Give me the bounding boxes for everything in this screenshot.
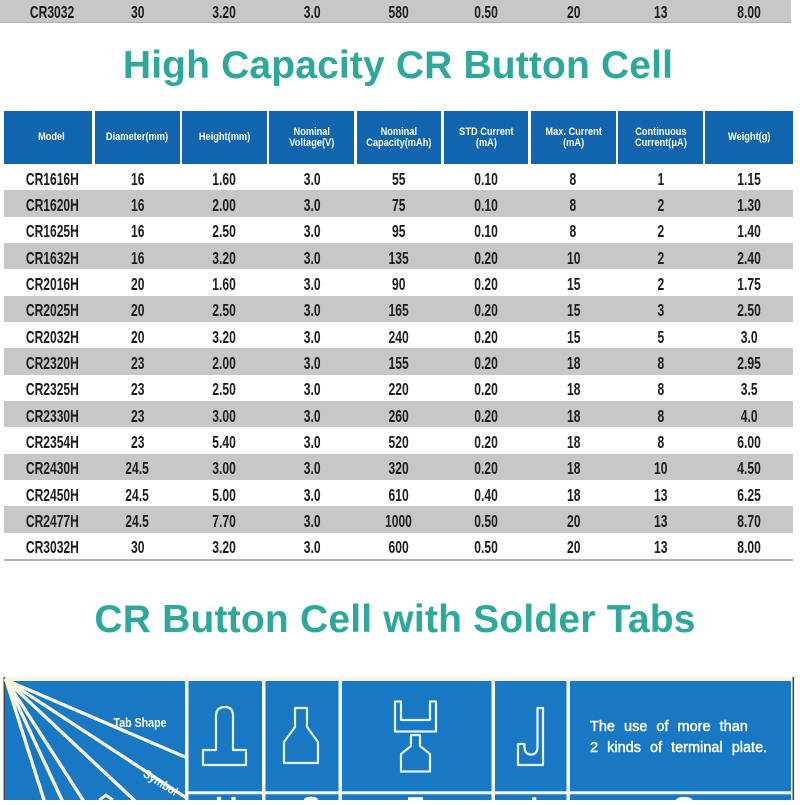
svg-text:2 kinds of terminal plate.: 2 kinds of terminal plate. [590,740,767,756]
svg-text:The use of more than: The use of more than [590,719,748,735]
svg-text:Tab Shape: Tab Shape [114,716,167,730]
